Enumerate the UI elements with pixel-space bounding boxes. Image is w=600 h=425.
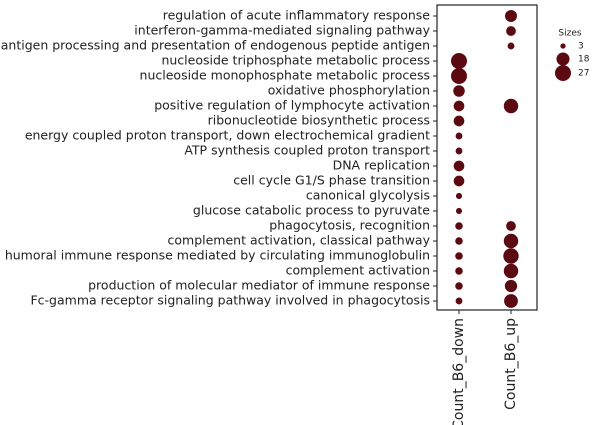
y-tick-label: glucose catabolic process to pyruvate <box>193 203 430 218</box>
legend-label: 18 <box>578 55 590 65</box>
dot <box>455 237 463 245</box>
dot <box>503 248 519 264</box>
dot <box>506 221 516 231</box>
dot <box>453 115 465 127</box>
legend-dot <box>560 43 566 49</box>
dot <box>503 98 519 114</box>
y-tick-label: energy coupled proton transport, down el… <box>25 128 430 143</box>
y-tick-label: Fc-gamma receptor signaling pathway invo… <box>30 293 430 308</box>
dot <box>455 267 463 275</box>
y-tick-label: positive regulation of lymphocyte activa… <box>154 98 430 113</box>
x-tick-label: Count_B6_down <box>451 318 467 425</box>
y-tick-label: oxidative phosphorylation <box>268 83 430 98</box>
y-tick-label: interferon-gamma-mediated signaling path… <box>134 23 430 38</box>
dot <box>506 26 516 36</box>
legend-label: 27 <box>578 69 589 79</box>
y-tick-label: cell cycle G1/S phase transition <box>233 173 430 188</box>
y-tick-label: nucleoside triphosphate metabolic proces… <box>161 53 430 68</box>
dot <box>453 85 465 97</box>
y-tick-label: DNA replication <box>333 158 430 173</box>
dot <box>455 192 463 200</box>
x-tick-label: Count_B6_up <box>503 318 519 410</box>
dot <box>503 233 519 249</box>
dot <box>455 132 463 140</box>
legend-label: 3 <box>578 42 584 52</box>
y-tick-label: regulation of acute inflammatory respons… <box>163 8 431 23</box>
dot <box>455 252 463 260</box>
dot <box>453 160 465 172</box>
dot <box>453 175 465 187</box>
y-tick-label: phagocytosis, recognition <box>269 218 430 233</box>
y-tick-label: antigen processing and presentation of e… <box>1 38 430 53</box>
dot <box>453 100 465 112</box>
plot-frame <box>436 4 538 311</box>
legend-dot <box>556 52 570 66</box>
dot <box>455 147 463 155</box>
dot <box>450 52 468 70</box>
legend-title: Sizes <box>558 29 581 39</box>
y-tick-label: complement activation, classical pathway <box>168 233 431 248</box>
y-tick-label: ATP synthesis coupled proton transport <box>184 143 430 158</box>
dot <box>503 263 519 279</box>
dot <box>505 10 517 22</box>
y-tick-label: production of molecular mediator of immu… <box>88 278 430 293</box>
dot <box>504 294 518 308</box>
dot <box>507 42 515 50</box>
y-tick-label: complement activation <box>286 263 430 278</box>
y-tick-label: humoral immune response mediated by circ… <box>5 248 430 263</box>
dot <box>455 297 463 305</box>
dot <box>504 279 518 293</box>
dot <box>455 282 463 290</box>
y-tick-label: canonical glycolysis <box>306 188 430 203</box>
legend-dot <box>554 64 572 82</box>
dot <box>455 222 463 230</box>
dot <box>455 207 463 215</box>
y-tick-label: nucleoside monophosphate metabolic proce… <box>140 68 430 83</box>
y-tick-label: ribonucleotide biosynthetic process <box>208 113 430 128</box>
dot <box>450 67 468 85</box>
